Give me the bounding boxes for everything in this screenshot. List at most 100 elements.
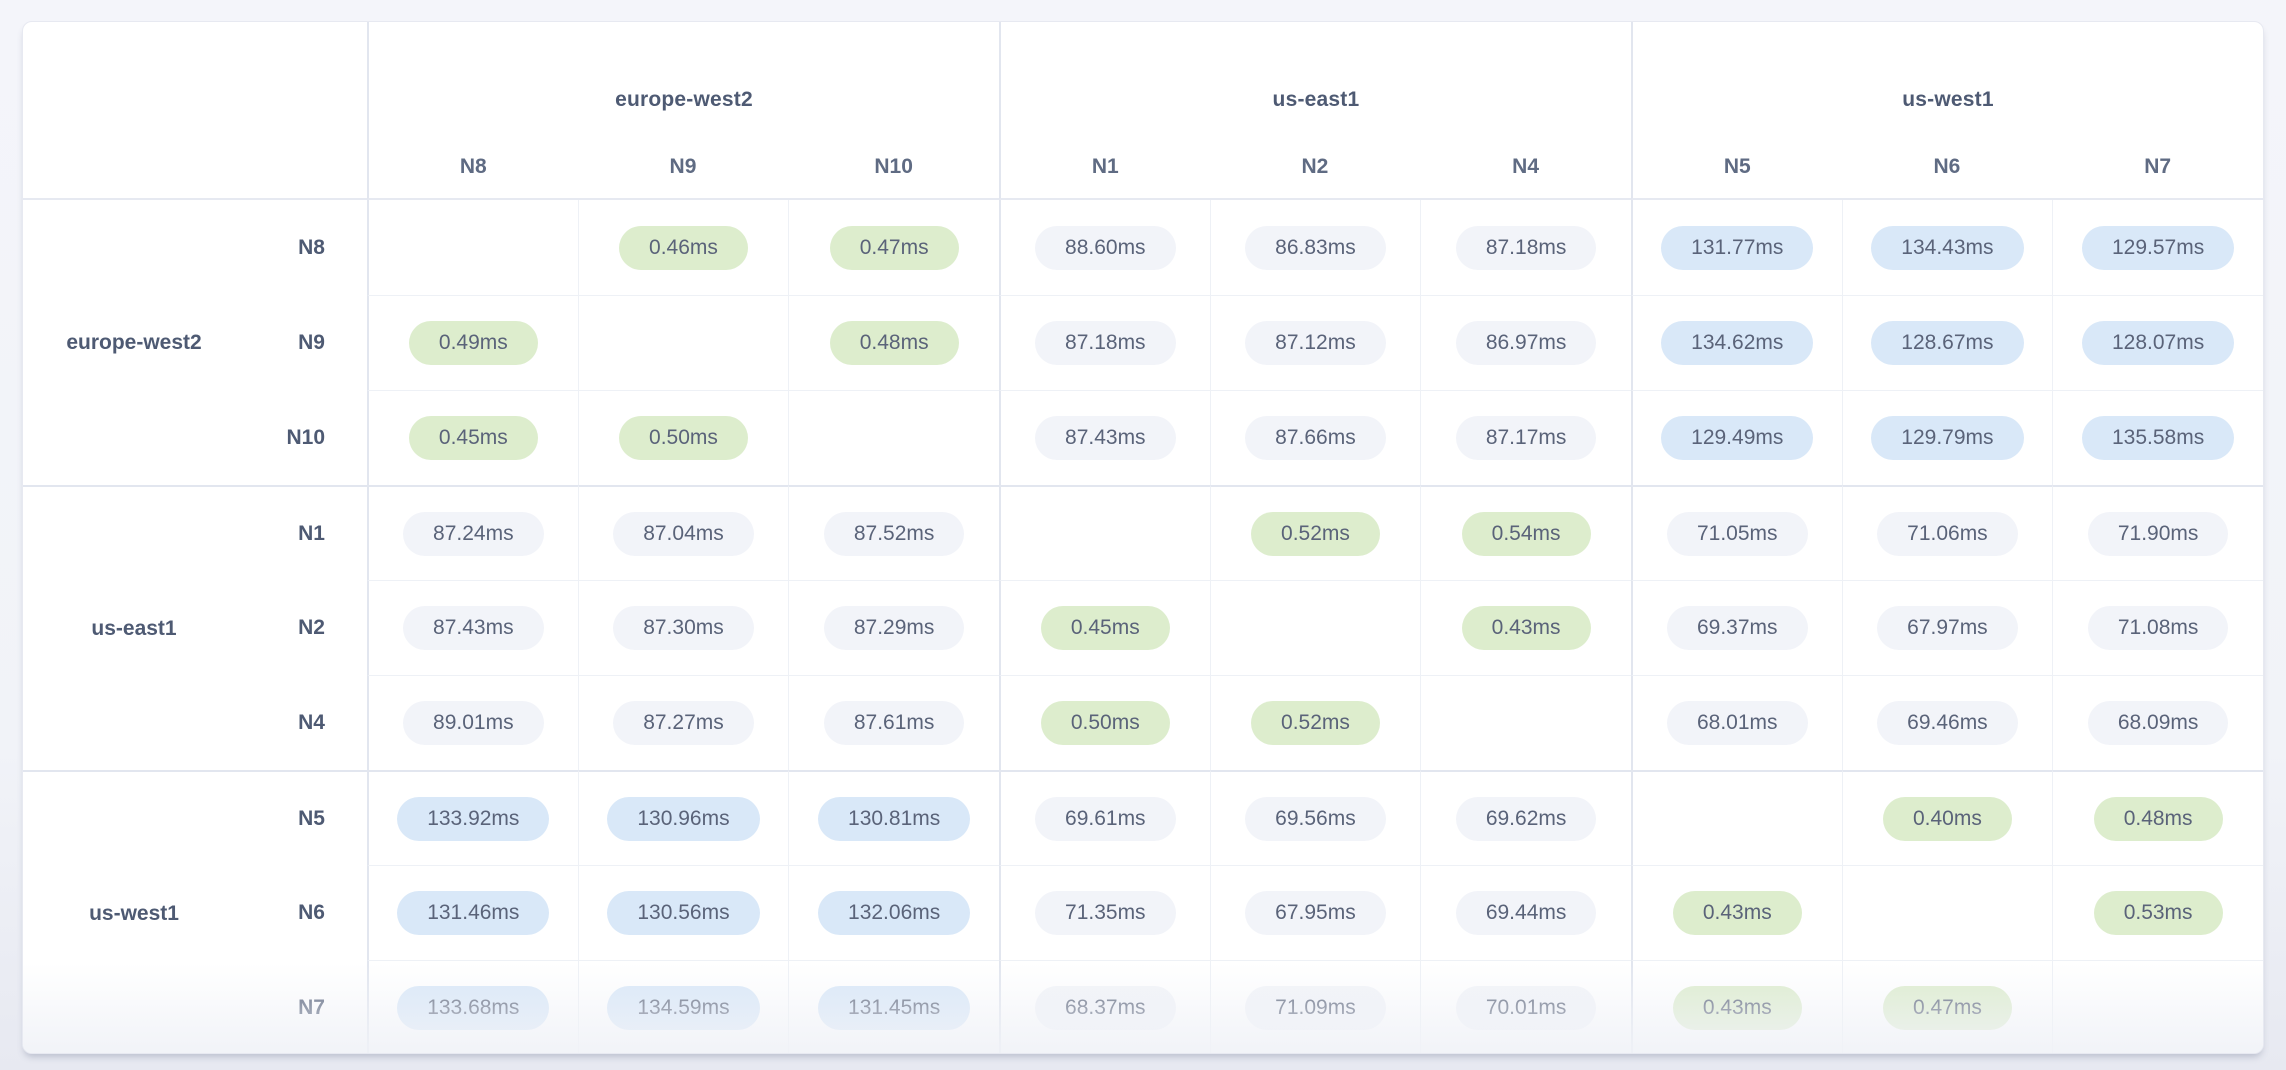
latency-cell: 69.62ms [1420, 770, 1631, 865]
latency-cell: 0.50ms [577, 390, 789, 485]
column-region-header: us-west1 [1630, 22, 2263, 136]
latency-cell: 71.06ms [1841, 485, 2053, 580]
latency-pill: 134.59ms [607, 986, 760, 1030]
row-region-label: us-east1 [23, 485, 245, 770]
column-node-header: N4 [1420, 136, 1631, 200]
latency-cell: 87.52ms [788, 485, 999, 580]
latency-pill: 68.01ms [1666, 701, 1808, 745]
latency-pill: 68.37ms [1035, 986, 1176, 1030]
latency-cell: 134.43ms [1841, 200, 2053, 295]
latency-cell: 134.62ms [1630, 295, 1842, 390]
latency-pill: 67.95ms [1245, 891, 1386, 935]
latency-pill: 87.29ms [823, 606, 965, 650]
latency-cell: 128.67ms [1841, 295, 2053, 390]
latency-pill: 71.90ms [2087, 511, 2229, 556]
latency-cell: 131.77ms [1630, 200, 1842, 295]
latency-pill: 0.43ms [1461, 606, 1591, 650]
latency-pill: 88.60ms [1035, 225, 1176, 270]
row-region-label: europe-west2 [66, 330, 202, 354]
latency-cell-empty [998, 485, 1210, 580]
latency-pill: 87.61ms [823, 701, 965, 745]
latency-cell: 130.81ms [788, 770, 999, 865]
header-node-row: N8 N9 N10 N1 N2 N4 N5 N6 N7 [23, 136, 2263, 200]
latency-cell: 69.56ms [1209, 770, 1421, 865]
matrix-row: N2 87.43ms 87.30ms 87.29ms 0.45ms 0.43ms 69.37… [23, 580, 2263, 675]
latency-pill: 129.57ms [2082, 225, 2235, 270]
latency-pill: 87.17ms [1455, 416, 1597, 460]
latency-pill: 87.43ms [403, 606, 544, 650]
latency-pill: 131.45ms [818, 986, 971, 1030]
latency-cell-empty [1630, 770, 1842, 865]
latency-cell: 68.09ms [2052, 675, 2263, 770]
latency-pill: 131.77ms [1661, 225, 1814, 270]
latency-cell: 129.57ms [2052, 200, 2263, 295]
latency-pill: 0.54ms [1461, 511, 1591, 556]
latency-cell: 0.50ms [998, 675, 1210, 770]
latency-pill: 70.01ms [1455, 986, 1597, 1030]
row-node-label: N9 [298, 330, 325, 354]
latency-cell: 128.07ms [2052, 295, 2263, 390]
latency-cell: 68.01ms [1630, 675, 1842, 770]
row-node-label: N7 [298, 995, 325, 1019]
latency-pill: 0.46ms [619, 225, 748, 270]
latency-cell: 0.49ms [367, 295, 578, 390]
latency-cell: 129.49ms [1630, 390, 1842, 485]
row-node-label: N2 [298, 615, 325, 639]
latency-pill: 68.09ms [2087, 701, 2229, 745]
latency-cell: 131.45ms [788, 960, 999, 1053]
row-region-label: us-west1 [23, 770, 245, 1053]
latency-pill: 89.01ms [403, 701, 544, 745]
latency-pill: 71.06ms [1877, 511, 2018, 556]
latency-pill: 71.08ms [2087, 606, 2229, 650]
latency-cell: 0.53ms [2052, 865, 2263, 960]
latency-cell: 0.52ms [1209, 485, 1421, 580]
latency-cell-empty [577, 295, 789, 390]
latency-cell: 87.27ms [577, 675, 789, 770]
matrix-row: N6 131.46ms 130.56ms 132.06ms 71.35ms 67.95ms… [23, 865, 2263, 960]
latency-cell: 133.68ms [367, 960, 578, 1053]
matrix-body: europe-west2 N8 0.46ms 0.47ms 88.60ms 86.83ms… [23, 200, 2263, 1053]
row-node-label: N1 [245, 485, 367, 580]
latency-pill: 134.43ms [1871, 225, 2024, 270]
matrix-corner-cell [23, 22, 367, 200]
latency-pill: 0.47ms [829, 225, 959, 270]
latency-pill: 71.09ms [1245, 986, 1386, 1030]
latency-pill: 135.58ms [2082, 416, 2235, 460]
latency-cell: 133.92ms [367, 770, 578, 865]
latency-pill: 0.50ms [619, 416, 748, 460]
latency-cell: 87.04ms [577, 485, 789, 580]
latency-pill: 130.56ms [607, 891, 760, 935]
matrix-row: us-east1 N1 87.24ms 87.04ms 87.52ms 0.52ms 0.5… [23, 485, 2263, 640]
latency-pill: 0.53ms [2093, 891, 2223, 935]
latency-cell: 0.47ms [788, 200, 999, 295]
latency-cell: 71.09ms [1209, 960, 1421, 1053]
latency-pill: 87.52ms [823, 511, 965, 556]
latency-pill: 87.18ms [1035, 321, 1176, 365]
latency-cell: 132.06ms [788, 865, 999, 960]
latency-cell: 0.43ms [1420, 580, 1631, 675]
latency-cell: 69.37ms [1630, 580, 1842, 675]
latency-pill: 0.48ms [829, 321, 959, 365]
latency-cell: 0.47ms [1841, 960, 2053, 1053]
latency-pill: 133.92ms [397, 796, 550, 841]
latency-cell: 87.12ms [1209, 295, 1421, 390]
latency-pill: 0.52ms [1251, 511, 1380, 556]
latency-pill: 130.81ms [818, 796, 971, 841]
latency-cell: 69.44ms [1420, 865, 1631, 960]
latency-cell: 129.79ms [1841, 390, 2053, 485]
column-region-header: europe-west2 [367, 22, 999, 136]
latency-pill: 0.43ms [1672, 986, 1802, 1030]
latency-pill: 0.49ms [408, 321, 538, 365]
latency-cell: 87.17ms [1420, 390, 1631, 485]
latency-cell: 87.43ms [998, 390, 1210, 485]
latency-cell: 0.43ms [1630, 960, 1842, 1053]
latency-cell: 0.46ms [577, 200, 789, 295]
row-node-label: N4 [298, 710, 325, 734]
latency-cell: 0.48ms [2052, 770, 2263, 865]
latency-pill: 86.83ms [1245, 225, 1386, 270]
latency-pill: 69.44ms [1455, 891, 1597, 935]
latency-pill: 87.18ms [1455, 225, 1597, 270]
row-node-label: N10 [286, 425, 325, 449]
latency-cell: 131.46ms [367, 865, 578, 960]
latency-pill: 134.62ms [1661, 321, 1814, 365]
